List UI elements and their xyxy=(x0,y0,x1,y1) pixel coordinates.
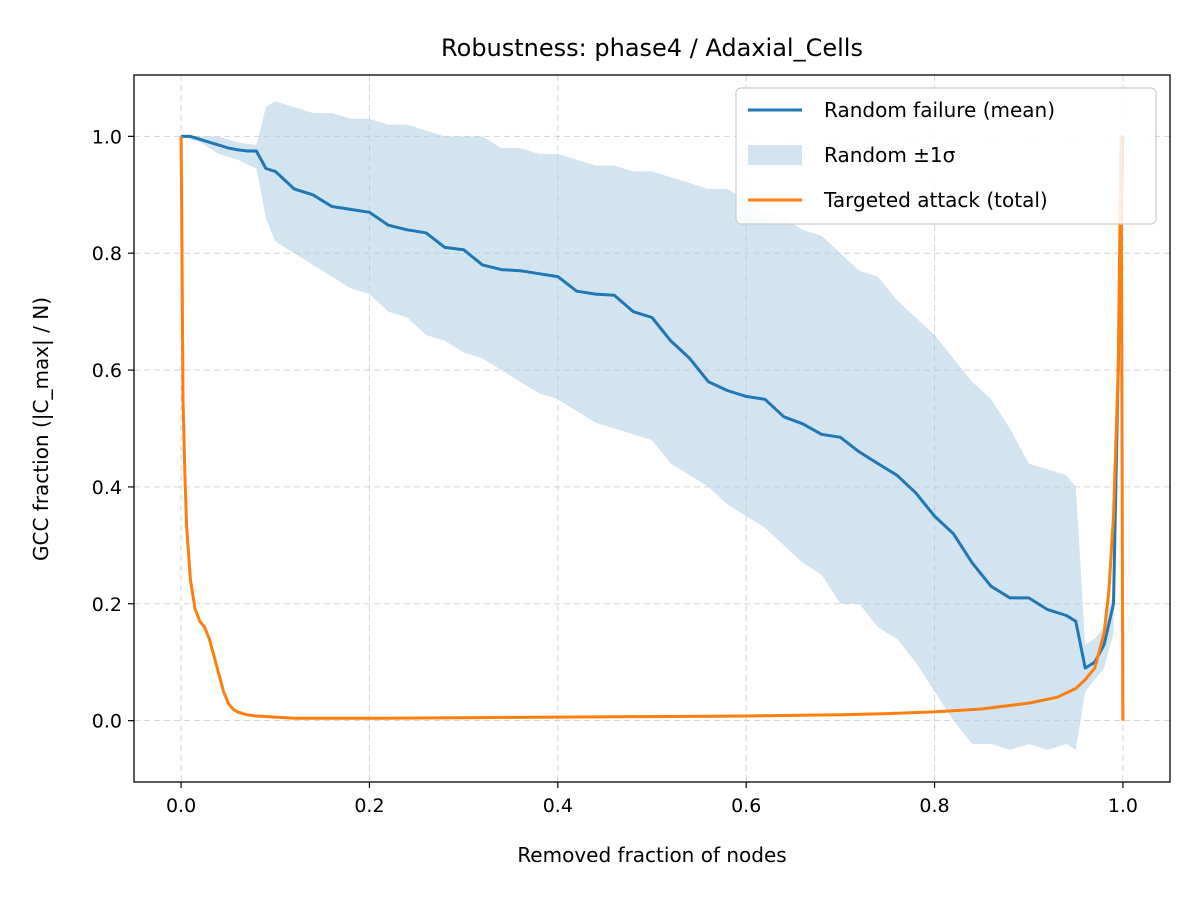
y-axis-label: GCC fraction (|C_max| / N) xyxy=(29,297,53,561)
targeted-attack-line xyxy=(179,134,1125,721)
x-tick-label: 0.0 xyxy=(166,795,196,817)
legend: Random failure (mean) Random ±1σ Targeted … xyxy=(735,87,1157,225)
targeted-legend-label: Targeted attack (total) xyxy=(823,188,1048,212)
x-tick-label: 0.4 xyxy=(543,795,573,817)
y-tick-label: 0.2 xyxy=(92,594,122,616)
x-tick-label: 0.8 xyxy=(919,795,949,817)
axes-frame xyxy=(133,74,1171,783)
y-tick-label: 0.8 xyxy=(92,243,122,265)
chart-title: Robustness: phase4 / Adaxial_Cells xyxy=(441,34,863,62)
axis-ticks: 0.0 0.2 0.4 0.6 0.8 1.0 0.0 0.2 0.4 0.6 0.8 1.0 xyxy=(92,126,1138,817)
random-failure-mean-line xyxy=(181,134,1125,670)
legend-box xyxy=(735,87,1157,225)
x-tick-label: 0.6 xyxy=(731,795,761,817)
y-tick-label: 0.4 xyxy=(92,477,122,499)
y-tick-label: 1.0 xyxy=(92,126,122,148)
x-tick-label: 1.0 xyxy=(1108,795,1138,817)
plot-area xyxy=(179,101,1125,750)
random-band-legend-label: Random ±1σ xyxy=(824,143,956,167)
random-sigma-band xyxy=(181,101,1123,750)
random-band-legend-swatch xyxy=(748,145,802,165)
y-tick-label: 0.0 xyxy=(92,711,122,733)
x-tick-label: 0.2 xyxy=(354,795,384,817)
y-tick-label: 0.6 xyxy=(92,360,122,382)
x-axis-label: Removed fraction of nodes xyxy=(517,843,786,867)
random-mean-legend-label: Random failure (mean) xyxy=(824,98,1055,122)
